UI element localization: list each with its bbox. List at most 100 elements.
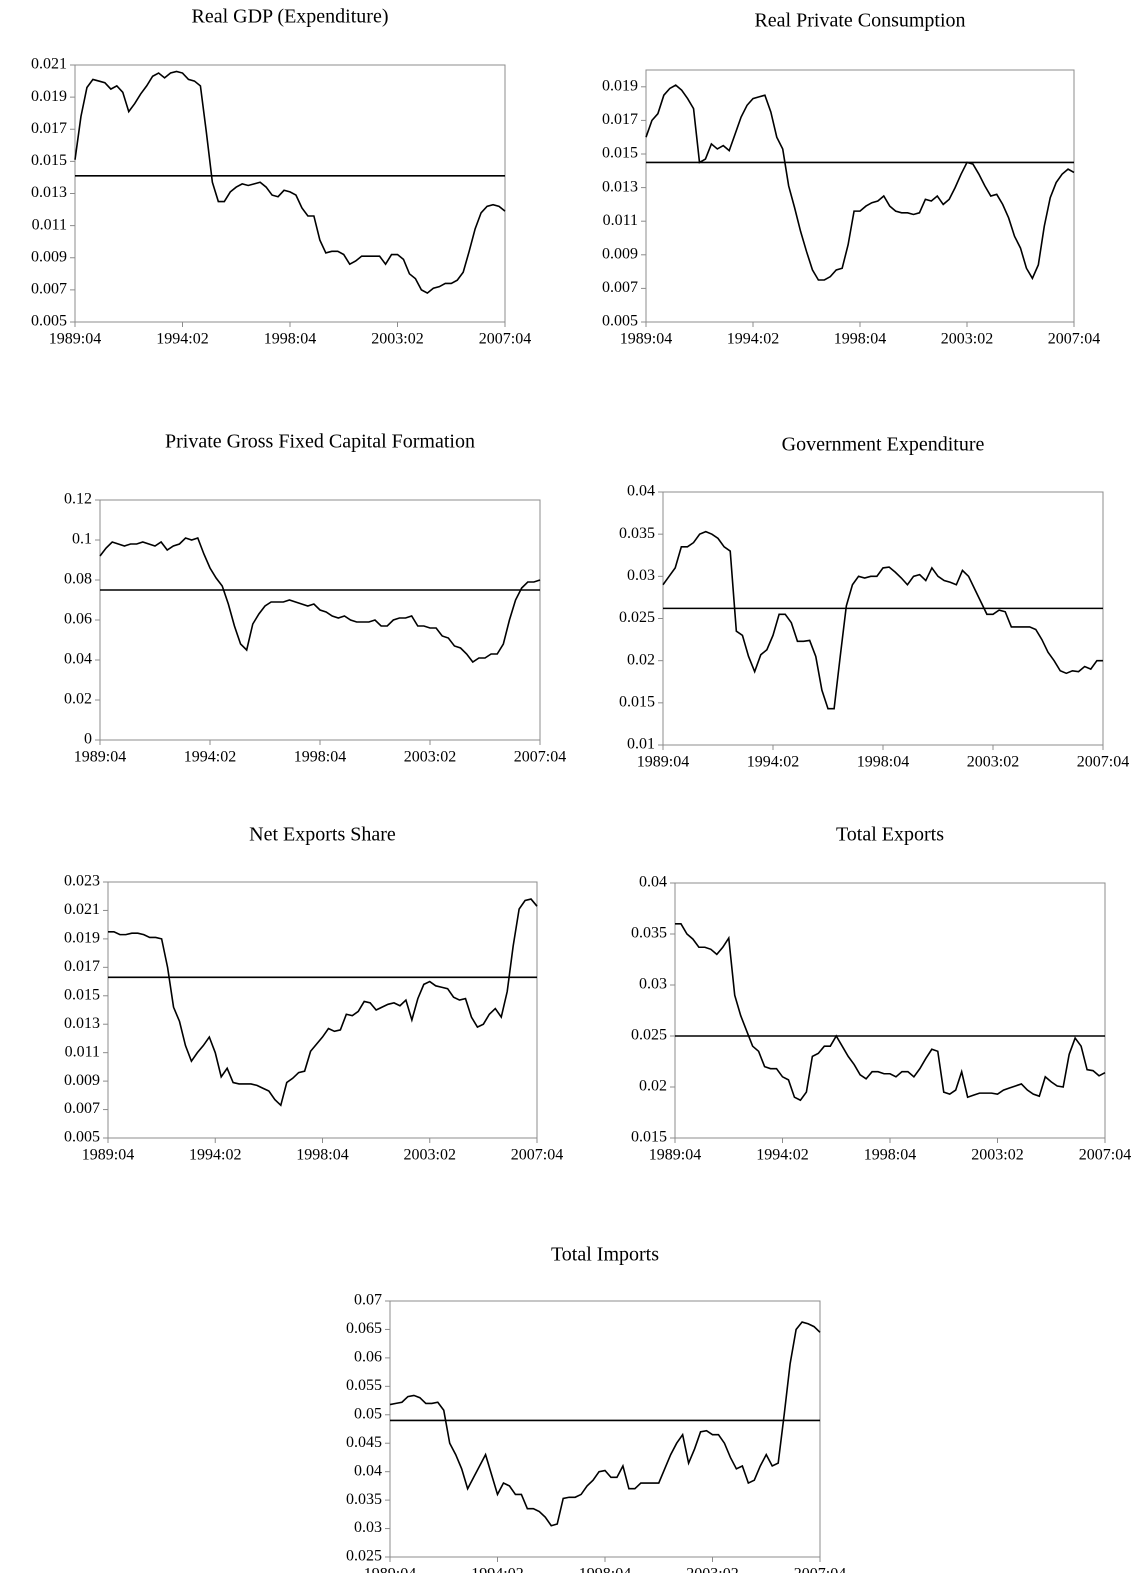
y-tick-label: 0.1 <box>72 531 92 548</box>
y-tick-label: 0.017 <box>602 111 638 128</box>
x-tick-label: 1989:04 <box>364 1566 416 1573</box>
y-tick-label: 0.023 <box>64 873 100 890</box>
x-tick-label: 1989:04 <box>620 331 672 348</box>
x-tick-label: 2007:04 <box>479 331 531 348</box>
x-tick-label: 2003:02 <box>971 1147 1023 1164</box>
y-tick-label: 0.03 <box>354 1519 382 1536</box>
y-tick-label: 0.02 <box>639 1078 667 1095</box>
chart-title: Private Gross Fixed Capital Formation <box>165 431 475 453</box>
x-tick-label: 1989:04 <box>637 754 689 771</box>
y-tick-label: 0.015 <box>602 145 638 162</box>
x-tick-label: 1998:04 <box>857 754 909 771</box>
data-line <box>675 923 1106 1102</box>
plot-frame <box>107 881 538 1139</box>
y-tick-label: 0.019 <box>602 77 638 94</box>
x-tick-label: 1998:04 <box>579 1566 631 1573</box>
y-tick-label: 0.017 <box>31 120 67 137</box>
x-tick-label: 1998:04 <box>864 1147 916 1164</box>
x-tick-label: 1994:02 <box>184 749 236 766</box>
y-tick-label: 0.025 <box>346 1548 382 1565</box>
x-tick-label: 1989:04 <box>74 749 126 766</box>
plot-frame <box>74 64 506 323</box>
x-tick-label: 2007:04 <box>794 1566 846 1573</box>
y-tick-label: 0.08 <box>64 571 92 588</box>
y-tick-label: 0.015 <box>64 986 100 1003</box>
y-tick-label: 0.12 <box>64 491 92 508</box>
chart-title: Real GDP (Expenditure) <box>192 6 389 28</box>
y-tick-label: 0.013 <box>64 1015 100 1032</box>
y-tick-label: 0.025 <box>619 609 655 626</box>
y-tick-label: 0.015 <box>631 1129 667 1146</box>
plot-frame <box>99 499 541 741</box>
y-tick-label: 0.04 <box>354 1462 382 1479</box>
y-tick-label: 0 <box>84 731 92 748</box>
x-tick-label: 2003:02 <box>686 1566 738 1573</box>
y-tick-label: 0.009 <box>602 245 638 262</box>
y-tick-label: 0.02 <box>627 651 655 668</box>
y-tick-label: 0.06 <box>64 611 92 628</box>
x-tick-label: 1994:02 <box>189 1147 241 1164</box>
y-tick-label: 0.019 <box>31 88 67 105</box>
x-tick-label: 1994:02 <box>756 1147 808 1164</box>
y-tick-label: 0.045 <box>346 1434 382 1451</box>
plot-frame <box>389 1300 821 1558</box>
y-tick-label: 0.065 <box>346 1320 382 1337</box>
x-tick-label: 1998:04 <box>264 331 316 348</box>
y-tick-label: 0.009 <box>31 248 67 265</box>
x-tick-label: 2007:04 <box>1077 754 1129 771</box>
y-tick-label: 0.07 <box>354 1292 382 1309</box>
y-tick-label: 0.035 <box>346 1491 382 1508</box>
y-tick-label: 0.015 <box>31 152 67 169</box>
x-tick-label: 2007:04 <box>1048 331 1100 348</box>
data-line <box>389 1321 821 1527</box>
y-tick-label: 0.03 <box>627 567 655 584</box>
y-tick-label: 0.03 <box>639 976 667 993</box>
data-line <box>108 898 538 1107</box>
y-tick-label: 0.013 <box>602 178 638 195</box>
y-tick-label: 0.007 <box>31 281 67 298</box>
y-tick-label: 0.04 <box>639 874 667 891</box>
y-tick-label: 0.02 <box>64 691 92 708</box>
x-tick-label: 2003:02 <box>371 331 423 348</box>
chart-title: Total Imports <box>551 1244 659 1266</box>
x-tick-label: 1998:04 <box>296 1147 348 1164</box>
y-tick-label: 0.025 <box>631 1027 667 1044</box>
chart-title: Real Private Consumption <box>754 10 965 32</box>
y-tick-label: 0.005 <box>31 313 67 330</box>
chart-title: Net Exports Share <box>249 824 396 846</box>
y-tick-label: 0.013 <box>31 184 67 201</box>
y-tick-label: 0.015 <box>619 694 655 711</box>
y-tick-label: 0.04 <box>627 483 655 500</box>
x-tick-label: 2003:02 <box>404 1147 456 1164</box>
y-tick-label: 0.017 <box>64 958 100 975</box>
data-line <box>662 530 1103 710</box>
y-tick-label: 0.007 <box>64 1100 100 1117</box>
y-tick-label: 0.009 <box>64 1072 100 1089</box>
x-tick-label: 2007:04 <box>514 749 566 766</box>
y-tick-label: 0.04 <box>64 651 92 668</box>
y-tick-label: 0.011 <box>603 212 638 229</box>
y-tick-label: 0.005 <box>64 1129 100 1146</box>
x-tick-label: 1994:02 <box>727 331 779 348</box>
y-tick-label: 0.01 <box>627 736 655 753</box>
plot-frame <box>645 69 1075 323</box>
x-tick-label: 1989:04 <box>49 331 101 348</box>
x-tick-label: 2003:02 <box>404 749 456 766</box>
plot-frame <box>662 491 1104 746</box>
x-tick-label: 1994:02 <box>471 1566 523 1573</box>
x-tick-label: 1994:02 <box>156 331 208 348</box>
y-tick-label: 0.011 <box>65 1043 100 1060</box>
y-tick-label: 0.005 <box>602 313 638 330</box>
x-tick-label: 1989:04 <box>649 1147 701 1164</box>
x-tick-label: 2003:02 <box>941 331 993 348</box>
x-tick-label: 2003:02 <box>967 754 1019 771</box>
y-tick-label: 0.055 <box>346 1377 382 1394</box>
data-line <box>99 537 541 664</box>
y-tick-label: 0.021 <box>64 901 100 918</box>
y-tick-label: 0.06 <box>354 1349 382 1366</box>
x-tick-label: 1994:02 <box>747 754 799 771</box>
data-line <box>645 84 1075 281</box>
y-tick-label: 0.035 <box>631 925 667 942</box>
